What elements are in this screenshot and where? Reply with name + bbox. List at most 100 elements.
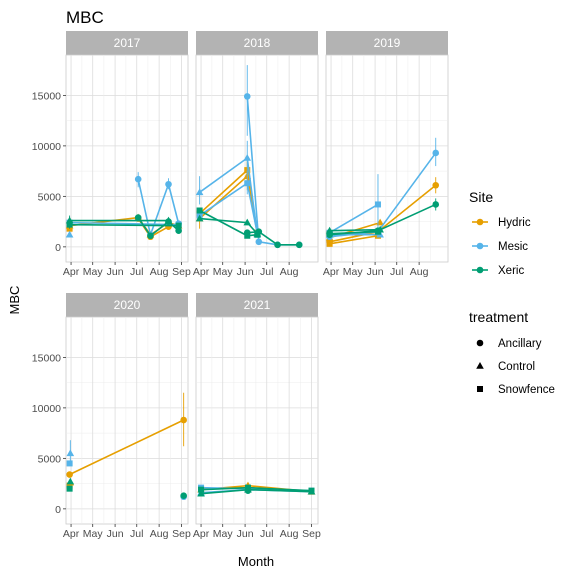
data-point — [432, 149, 440, 157]
legend: Site Hydric Mesic Xeric treatment Ancillary Co… — [469, 189, 555, 396]
facet-strip — [196, 293, 318, 317]
series-xeric-control — [66, 477, 75, 485]
facet-label: 2017 — [114, 36, 141, 50]
data-point — [244, 232, 251, 239]
x-tick-label: May — [213, 528, 234, 540]
series-hydric-snowfence — [66, 482, 73, 489]
x-tick-label: May — [83, 266, 104, 278]
data-point — [195, 188, 204, 196]
legend-label: Snowfence — [498, 384, 555, 396]
facet-panel: 2017 Apr May Jun Jul Aug Sep 0 5000 10000 15000 — [32, 31, 191, 278]
facet-label: 2018 — [244, 36, 271, 50]
y-tick-label: 0 — [55, 504, 61, 516]
data-point — [255, 238, 263, 246]
x-tick-label: Jun — [107, 528, 124, 540]
x-tick-label: Aug — [150, 266, 169, 278]
legend-label: Ancillary — [498, 338, 542, 350]
data-point — [244, 180, 251, 187]
series-line — [69, 223, 179, 227]
series-mesic-control — [65, 230, 74, 238]
legend-key-point — [476, 242, 484, 250]
facet-label: 2019 — [374, 36, 401, 50]
data-point — [326, 230, 333, 237]
y-tick-label: 10000 — [32, 141, 61, 153]
y-tick-label: 15000 — [32, 352, 61, 364]
data-point — [134, 214, 142, 221]
y-tick-label: 15000 — [32, 90, 61, 102]
series-line — [247, 230, 300, 246]
data-point — [243, 218, 252, 226]
legend-key-point — [476, 218, 484, 226]
x-tick-label: Sep — [302, 528, 321, 540]
x-tick-label: Jul — [260, 266, 273, 278]
series-xeric-ancillary — [180, 492, 187, 500]
x-tick-label: Jul — [130, 528, 143, 540]
series-line — [69, 221, 179, 226]
data-point — [295, 241, 303, 249]
data-point — [243, 93, 251, 100]
facet-strip — [66, 293, 188, 317]
x-tick-label: Jul — [260, 528, 273, 540]
x-tick-label: Aug — [280, 528, 299, 540]
data-point — [254, 231, 261, 238]
y-axis-title: MBC — [7, 286, 22, 315]
facet-panel: 2019 Apr May Jun Jul Aug — [323, 31, 449, 278]
facet-strip — [66, 31, 188, 55]
facet-panel: 2021 Apr May Jun Jul Aug Sep — [193, 293, 321, 540]
data-point — [66, 471, 73, 478]
x-tick-label: Apr — [63, 266, 80, 278]
series-line — [329, 230, 379, 235]
data-point — [175, 227, 182, 234]
data-point — [432, 181, 440, 189]
x-tick-label: Aug — [280, 266, 299, 278]
series-xeric-snowfence — [326, 228, 381, 237]
y-tick-label: 5000 — [38, 191, 62, 203]
x-tick-label: Jul — [130, 266, 143, 278]
legend-label: Xeric — [498, 265, 524, 277]
x-tick-label: May — [83, 528, 104, 540]
legend-label: Mesic — [498, 241, 528, 253]
data-point — [195, 214, 204, 222]
x-tick-label: Sep — [172, 528, 191, 540]
y-tick-label: 5000 — [38, 453, 62, 465]
data-point — [134, 175, 142, 183]
x-tick-label: Jul — [390, 266, 403, 278]
x-axis-title: Month — [238, 554, 274, 569]
data-point — [66, 482, 73, 489]
x-tick-label: Aug — [150, 528, 169, 540]
legend-key-point — [476, 339, 484, 347]
data-point — [66, 221, 73, 228]
data-point — [164, 216, 173, 224]
series-line — [137, 179, 180, 238]
x-tick-label: Apr — [193, 266, 210, 278]
data-point — [180, 416, 187, 424]
x-tick-label: Apr — [323, 266, 340, 278]
site-legend-title: Site — [469, 189, 493, 205]
series-xeric-snowfence — [66, 485, 73, 492]
x-tick-label: Jun — [367, 266, 384, 278]
series-mesic-control — [66, 440, 75, 465]
data-point — [197, 489, 205, 497]
treatment-legend-title: treatment — [469, 309, 528, 325]
x-tick-label: Jun — [237, 528, 254, 540]
series-line — [329, 203, 379, 234]
series-xeric-snowfence — [198, 484, 315, 494]
panel-background — [65, 54, 189, 263]
facet-label: 2021 — [244, 298, 271, 312]
x-tick-label: Apr — [63, 528, 80, 540]
data-point — [244, 484, 251, 491]
x-tick-label: Aug — [410, 266, 429, 278]
data-point — [180, 492, 187, 500]
data-point — [374, 201, 381, 208]
legend-key-point — [477, 386, 483, 392]
series-xeric-snowfence — [196, 207, 261, 239]
facet-panel: 2018 Apr May Jun Jul Aug — [193, 31, 319, 278]
data-point — [66, 449, 75, 457]
data-point — [198, 486, 205, 493]
facet-strip — [196, 31, 318, 55]
data-point — [243, 153, 252, 161]
data-point — [374, 228, 381, 235]
data-point — [432, 201, 440, 208]
series-xeric-snowfence — [66, 221, 182, 229]
